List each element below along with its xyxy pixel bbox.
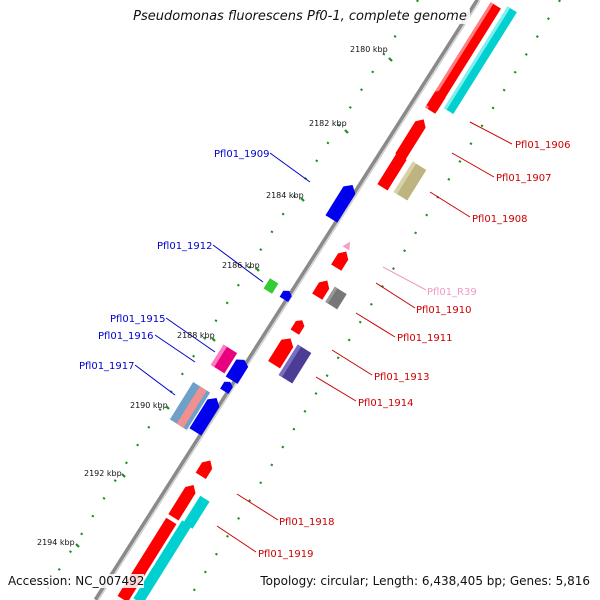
- gene-pfl01-1909-shape[interactable]: [325, 181, 358, 223]
- gene-block-red-1907b: [377, 153, 407, 191]
- connector-1915: [165, 317, 216, 353]
- connector-1917: [134, 364, 176, 396]
- connector-1919: [216, 525, 257, 553]
- tick-mark-2190: [165, 405, 170, 410]
- map-title-text: Pseudomonas fluorescens Pf0-1, complete …: [130, 9, 470, 24]
- tick-label-2180: 2180 kbp: [350, 45, 388, 54]
- connector-1912: [212, 244, 264, 283]
- red-feature-top: [425, 2, 501, 114]
- accession-text: Accession: NC_007492: [8, 574, 145, 588]
- gene-blue-long-1917: [189, 398, 220, 436]
- gene-pfl01-1907-shape[interactable]: [395, 116, 428, 160]
- tick-label-2192: 2192 kbp: [84, 469, 122, 478]
- connector-1908: [429, 191, 471, 218]
- gene-cyan-1918: [183, 495, 210, 529]
- tick-label-2184: 2184 kbp: [266, 191, 304, 200]
- tick-mark-2180: [388, 57, 393, 62]
- cyan-feature-bottom: [133, 520, 192, 600]
- topology-info: Topology: circular; Length: 6,438,405 bp…: [260, 574, 590, 588]
- gene-pfl01-1906-shape[interactable]: [426, 87, 449, 112]
- gene-pfl01-1910-shape[interactable]: [312, 277, 332, 300]
- connector-1907: [451, 152, 495, 178]
- gene-label-pfl01-1911[interactable]: Pfl01_1911: [397, 333, 453, 344]
- gene-label-pfl01-1908[interactable]: Pfl01_1908: [472, 214, 528, 225]
- connector-1906: [469, 121, 513, 145]
- outer-tick-ring: [39, 0, 419, 600]
- connector-1910: [375, 282, 416, 309]
- gene-pfl01-1913-shape[interactable]: [268, 335, 296, 369]
- tick-mark-2186: [255, 267, 260, 272]
- gene-label-pfl01-1918[interactable]: Pfl01_1918: [279, 517, 335, 528]
- connector-1918: [236, 493, 279, 521]
- gene-label-pfl01-1906[interactable]: Pfl01_1906: [515, 140, 571, 151]
- tick-mark-2184: [300, 197, 305, 202]
- tick-mark-2194: [75, 543, 80, 548]
- gene-label-pfl01-1914[interactable]: Pfl01_1914: [358, 398, 414, 409]
- gene-label-pfl01-1913[interactable]: Pfl01_1913: [374, 372, 430, 383]
- gene-label-pfl01-1910[interactable]: Pfl01_1910: [416, 305, 472, 316]
- gene-pfl01-1908-shape[interactable]: [393, 161, 427, 201]
- gene-blue-small-1912: [279, 290, 292, 303]
- gene-pfl01-1917-shape[interactable]: [169, 382, 211, 430]
- tick-label-2186: 2186 kbp: [222, 261, 260, 270]
- connector-1913: [331, 349, 373, 376]
- gene-label-pfl01-1907[interactable]: Pfl01_1907: [496, 173, 552, 184]
- gene-red-small-c: [195, 460, 213, 479]
- gene-pfl01-r39-shape[interactable]: [342, 239, 353, 251]
- gene-pfl01-1914-shape[interactable]: [278, 344, 312, 384]
- connector-1914: [315, 376, 357, 402]
- tick-mark-2188: [211, 337, 216, 342]
- gene-pfl01-1916-shape[interactable]: [220, 379, 234, 394]
- gene-red-small-b: [290, 320, 305, 335]
- map-title: Pseudomonas fluorescens Pf0-1, complete …: [0, 9, 600, 24]
- connector-1916: [154, 334, 196, 363]
- gene-label-pfl01-1917[interactable]: Pfl01_1917: [79, 361, 135, 372]
- tick-label-2194: 2194 kbp: [37, 538, 75, 547]
- tick-label-2188: 2188 kbp: [177, 331, 215, 340]
- gene-label-pfl01-1916[interactable]: Pfl01_1916: [98, 331, 154, 342]
- connector-1911: [355, 312, 396, 338]
- tick-label-2182: 2182 kbp: [309, 119, 347, 128]
- gene-pfl01-1912-shape[interactable]: [263, 278, 279, 294]
- gene-red-small-a: [331, 251, 349, 271]
- gene-label-pfl01-1909[interactable]: Pfl01_1909: [214, 149, 270, 160]
- tick-mark-2192: [121, 473, 126, 478]
- gene-blue-mid-1915: [225, 359, 249, 384]
- cyan-feature-top: [443, 6, 517, 115]
- inner-tick-ring: [187, 0, 561, 600]
- tick-mark-2182: [344, 129, 349, 134]
- topology-text: Topology: circular; Length: 6,438,405 bp…: [260, 574, 590, 588]
- connector-1909: [269, 152, 311, 183]
- gene-label-pfl01-1915[interactable]: Pfl01_1915: [110, 314, 166, 325]
- accession-info: Accession: NC_007492: [8, 574, 145, 588]
- gene-label-pfl01-r39[interactable]: Pfl01_R39: [427, 287, 477, 298]
- tick-label-2190: 2190 kbp: [130, 401, 168, 410]
- gene-pfl01-1918-shape[interactable]: [168, 482, 198, 521]
- gene-label-pfl01-1912[interactable]: Pfl01_1912: [157, 241, 213, 252]
- gene-pfl01-1911-shape[interactable]: [325, 286, 347, 310]
- connector-r39: [382, 266, 427, 291]
- gene-pfl01-1915-shape[interactable]: [210, 344, 238, 374]
- gene-label-pfl01-1919[interactable]: Pfl01_1919: [258, 549, 314, 560]
